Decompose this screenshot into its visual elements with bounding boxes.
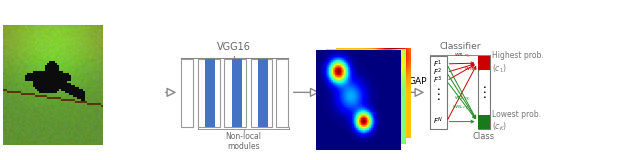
Text: Highest prob.
$(c_1)$: Highest prob. $(c_1)$: [492, 51, 544, 75]
Text: $F^N$: $F^N$: [433, 116, 443, 127]
Bar: [205, 59, 215, 127]
Text: · · ·: · · ·: [397, 89, 406, 104]
Bar: [477, 56, 490, 70]
Bar: [258, 59, 268, 127]
Bar: [180, 59, 193, 127]
Text: $w_{N,c_K}$: $w_{N,c_K}$: [452, 103, 469, 112]
Bar: [232, 59, 241, 127]
Text: Non-local
modules: Non-local modules: [225, 132, 262, 151]
Text: $w_{N,c_1}$: $w_{N,c_1}$: [465, 65, 481, 74]
Text: $F^3$: $F^3$: [433, 75, 443, 86]
Text: Class: Class: [473, 132, 495, 141]
Bar: [477, 56, 490, 128]
Text: •
•
•: • • •: [436, 87, 440, 102]
Bar: [198, 59, 220, 127]
Bar: [477, 115, 490, 128]
Text: GAP: GAP: [408, 77, 427, 86]
Bar: [276, 59, 289, 127]
Bar: [224, 59, 246, 127]
Text: $w_{1,c_1}$: $w_{1,c_1}$: [454, 52, 470, 60]
Text: •
•
•: • • •: [482, 85, 486, 100]
Text: $f^{n=1,...,N}$: $f^{n=1,...,N}$: [329, 136, 368, 149]
Bar: [429, 56, 447, 128]
Text: Lowest prob.
$(c_K)$: Lowest prob. $(c_K)$: [492, 110, 541, 133]
Text: $F^2$: $F^2$: [433, 67, 443, 78]
Text: VGG16: VGG16: [218, 42, 251, 52]
Text: $w_{1,c_K}$: $w_{1,c_K}$: [454, 94, 471, 103]
Text: Classifier: Classifier: [439, 42, 481, 51]
Bar: [250, 59, 272, 127]
Text: $F^1$: $F^1$: [433, 58, 443, 69]
